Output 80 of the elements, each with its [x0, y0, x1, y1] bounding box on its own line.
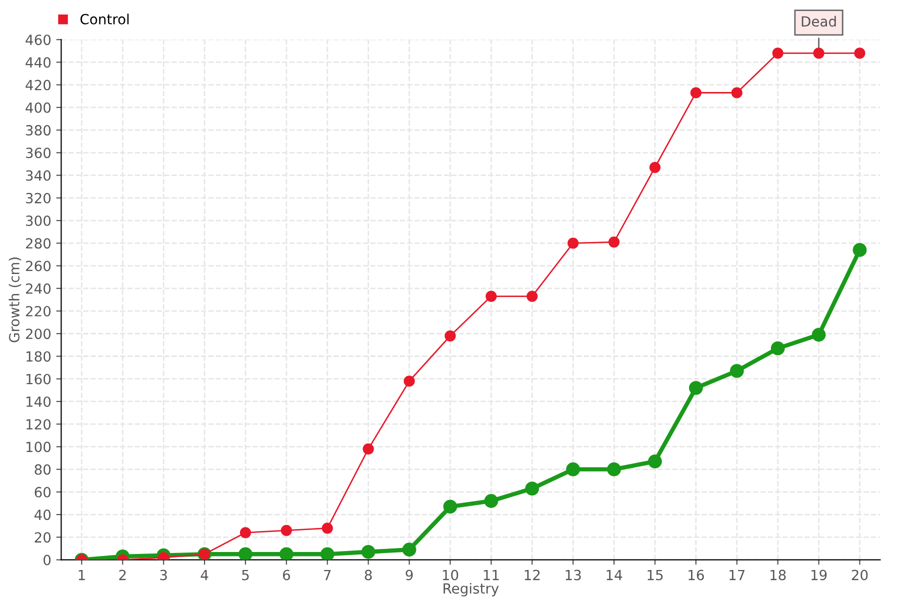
point: [443, 500, 458, 514]
x-tick-label: 17: [730, 570, 745, 580]
point: [279, 547, 294, 560]
y-tick-label: 280: [26, 238, 51, 249]
point: [770, 341, 785, 356]
x-tick-label: 12: [524, 570, 540, 580]
y-tick-label: 180: [26, 351, 51, 362]
x-tick-label: 6: [282, 570, 290, 580]
point: [854, 48, 866, 59]
x-tick-label: 3: [160, 570, 167, 580]
point: [361, 544, 376, 559]
y-tick-label: 240: [26, 283, 51, 294]
x-axis-title: Registry: [444, 582, 499, 596]
point: [404, 376, 415, 387]
y-tick-label: 100: [26, 442, 51, 452]
x-tick-label: 20: [852, 570, 868, 580]
y-tick-label: 160: [26, 374, 51, 384]
point: [812, 328, 826, 342]
x-tick-label: 11: [484, 570, 499, 580]
y-tick-label: 300: [26, 216, 51, 226]
point: [526, 290, 538, 302]
point: [648, 454, 662, 468]
point: [484, 494, 498, 508]
y-tick-label: 380: [26, 125, 51, 136]
x-tick-label: 18: [770, 570, 786, 580]
y-tick-label: 0: [44, 554, 51, 566]
y-tick-label: 20: [34, 532, 51, 543]
point: [320, 547, 334, 560]
point: [280, 524, 292, 536]
point: [852, 242, 867, 257]
y-tick-label: 120: [26, 419, 51, 430]
point: [813, 48, 824, 59]
x-tick-label: 1: [78, 570, 85, 580]
y-tick-label: 60: [34, 486, 51, 498]
point: [486, 290, 497, 302]
point: [240, 527, 252, 538]
x-tick-label: 9: [406, 570, 413, 580]
point: [649, 162, 661, 173]
x-tick-label: 8: [364, 570, 372, 580]
x-tick-label: 14: [606, 570, 622, 580]
point: [525, 482, 540, 496]
y-tick-label: 80: [34, 464, 51, 475]
point: [690, 87, 702, 98]
y-tick-label: 140: [26, 396, 51, 407]
x-tick-label: 16: [688, 570, 704, 580]
point: [568, 238, 579, 249]
y-tick-label: 320: [26, 192, 51, 204]
y-tick-label: 440: [26, 57, 51, 68]
point: [566, 462, 580, 476]
point: [444, 330, 456, 342]
x-tick-label: 15: [648, 570, 663, 580]
y-tick-label: 220: [26, 306, 51, 316]
point: [362, 443, 374, 455]
x-tick-label: 19: [811, 570, 827, 580]
point: [730, 364, 744, 378]
point: [608, 236, 620, 248]
y-axis-title: Growth (cm): [8, 258, 22, 342]
point: [322, 522, 333, 534]
point: [688, 380, 703, 395]
y-tick-label: 200: [26, 328, 51, 340]
x-tick-label: 2: [119, 570, 126, 580]
x-tick-label: 10: [442, 570, 458, 580]
x-tick-label: 7: [324, 570, 331, 580]
y-tick-label: 40: [34, 510, 51, 520]
y-tick-label: 460: [26, 34, 51, 46]
point: [402, 542, 416, 557]
y-tick-label: 420: [26, 80, 51, 90]
y-tick-label: 340: [26, 170, 51, 181]
x-tick-label: 5: [242, 570, 249, 580]
annotation: Dead: [802, 16, 836, 27]
y-tick-label: 400: [26, 102, 51, 113]
point: [731, 87, 742, 98]
x-tick-label: 13: [566, 570, 581, 580]
x-tick-label: 4: [200, 570, 208, 580]
point: [238, 547, 252, 560]
point: [607, 462, 621, 476]
legend-label: Control: [80, 14, 129, 24]
point: [772, 48, 784, 59]
y-tick-label: 260: [26, 260, 51, 272]
y-tick-label: 360: [26, 148, 51, 158]
